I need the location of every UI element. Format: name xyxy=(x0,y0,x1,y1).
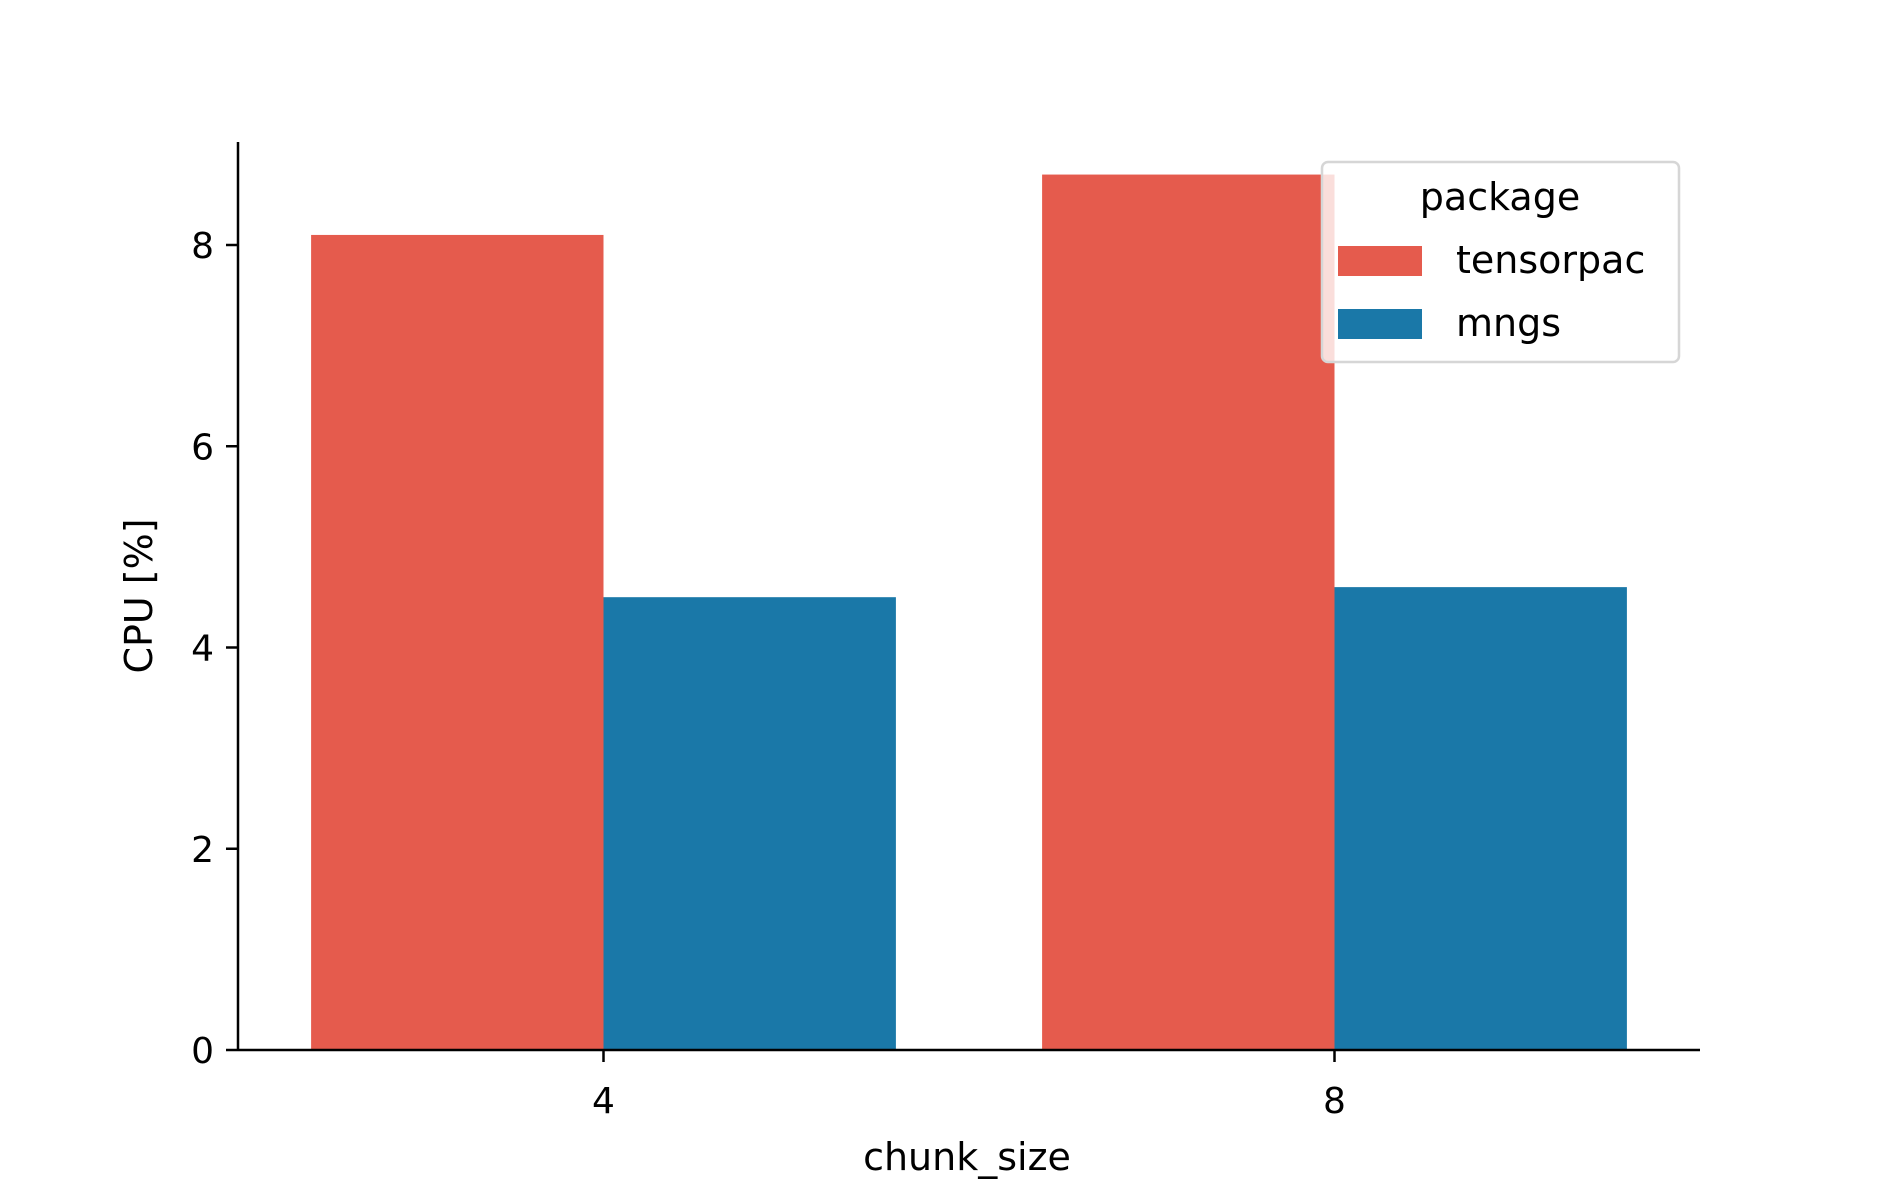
y-ticks: 0 2 4 6 8 xyxy=(191,226,238,1072)
legend-swatch-tensorpac xyxy=(1338,246,1422,276)
legend-label-tensorpac: tensorpac xyxy=(1456,238,1645,282)
bar-tensorpac-8 xyxy=(1042,174,1335,1050)
bar-tensorpac-4 xyxy=(311,234,604,1050)
x-tick-label-8: 8 xyxy=(1323,1081,1346,1122)
y-tick-label-2: 2 xyxy=(191,830,214,871)
legend-title: package xyxy=(1420,175,1580,219)
y-axis-label: CPU [%] xyxy=(117,518,161,673)
y-tick-label-4: 4 xyxy=(191,629,214,670)
y-tick-label-0: 0 xyxy=(191,1031,214,1072)
bar-mngs-4 xyxy=(603,597,896,1050)
y-tick-label-6: 6 xyxy=(191,427,214,468)
y-tick-label-8: 8 xyxy=(191,226,214,267)
x-tick-label-4: 4 xyxy=(592,1081,615,1122)
legend: package tensorpac mngs xyxy=(1320,160,1681,364)
bars-layer xyxy=(311,174,1627,1050)
legend-swatch-mngs xyxy=(1338,309,1422,339)
x-axis-label: chunk_size xyxy=(863,1135,1071,1179)
bar-mngs-8 xyxy=(1334,587,1627,1050)
legend-label-mngs: mngs xyxy=(1456,301,1561,345)
